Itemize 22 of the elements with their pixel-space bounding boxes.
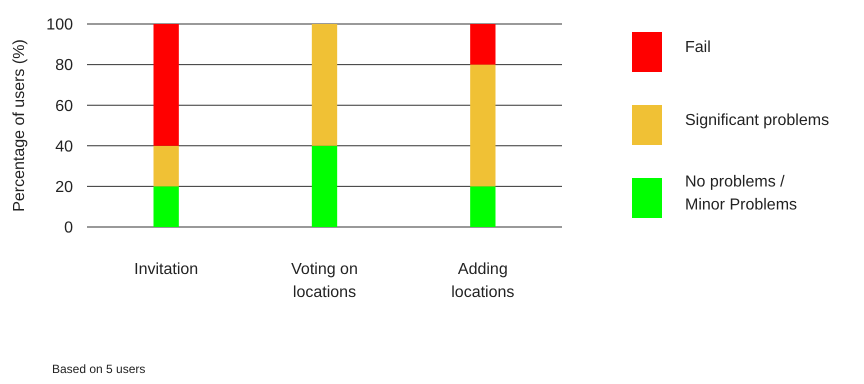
text: Based on 5 users (52, 362, 146, 376)
bar (470, 24, 496, 65)
bar (312, 24, 338, 146)
y-tick-label: 60 (55, 98, 74, 115)
x-tick-label: Adding locations (451, 261, 514, 301)
y-tick-label: 0 (64, 220, 74, 237)
bar (154, 186, 179, 227)
y-tick-label: 100 (46, 16, 74, 34)
x-tick-label: Voting on locations (291, 261, 358, 301)
bar (154, 24, 179, 146)
y-tick-label: 40 (55, 138, 74, 156)
x-tick-label: Invitation (134, 261, 198, 278)
text: Significant problems (685, 112, 830, 129)
bar (470, 64, 496, 186)
bar (154, 146, 179, 186)
y-axis-title: Percentage of users (%) (11, 39, 28, 212)
text: No problems / Minor Problems (685, 174, 798, 214)
y-tick-label: 20 (55, 179, 74, 196)
bar (312, 146, 338, 227)
y-tick-label: 80 (55, 57, 74, 74)
text: Fail (685, 39, 711, 56)
bar (470, 186, 496, 227)
